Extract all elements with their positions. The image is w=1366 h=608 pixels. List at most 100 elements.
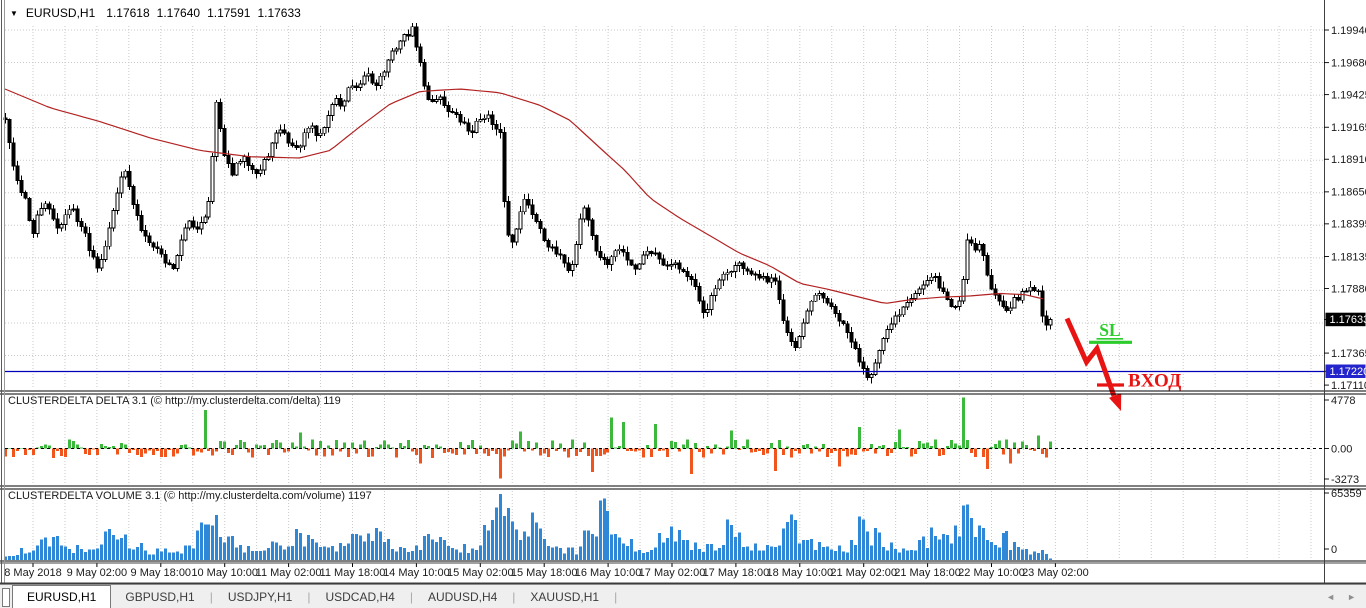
tab-usdjpy-h1[interactable]: USDJPY,H1 [227, 589, 293, 604]
delta-bar [399, 442, 402, 449]
delta-bar [942, 448, 945, 455]
delta-bar [275, 440, 278, 449]
volume-bar [1037, 552, 1040, 560]
candle-body [1012, 297, 1017, 309]
indicator-tick-label: -3273 [1331, 474, 1359, 486]
candle-body [254, 169, 259, 175]
volume-bar [60, 545, 63, 560]
chevron-down-icon[interactable]: ▼ [10, 8, 18, 18]
delta-bar [527, 440, 530, 449]
volume-bar [1025, 549, 1028, 560]
volume-bar [622, 543, 625, 560]
delta-bar [559, 443, 562, 449]
candle-body [147, 235, 152, 244]
candle-body [985, 255, 990, 276]
delta-bar [591, 448, 594, 472]
delta-bar [20, 447, 23, 449]
volume-bar [826, 546, 829, 560]
candle-body [717, 279, 722, 290]
volume-bar [311, 539, 314, 560]
volume-bar [315, 542, 318, 560]
volume-bar [68, 548, 71, 560]
candle-body [23, 191, 28, 199]
volume-bar [962, 505, 965, 560]
volume-bar [136, 547, 139, 560]
entry-annotation[interactable]: ВХОД [1097, 371, 1182, 392]
candle-body [981, 243, 986, 256]
volume-bar [507, 508, 510, 560]
candle-body [605, 259, 610, 266]
chart-plot-area[interactable] [5, 0, 1324, 560]
volume-bar [966, 504, 969, 560]
delta-bar [531, 448, 534, 451]
candle-body [637, 263, 642, 270]
delta-bar [910, 448, 913, 457]
tab-eurusd-h1[interactable]: EURUSD,H1 [12, 585, 112, 608]
candle-body [91, 249, 96, 258]
candle-body [917, 288, 922, 294]
tab-gbpusd-h1[interactable]: GBPUSD,H1 [125, 589, 195, 604]
candle-body [422, 62, 427, 87]
volume-bar [978, 525, 981, 560]
volume-bar [770, 546, 773, 560]
indicator-tick-label: 0.00 [1331, 443, 1352, 455]
tab-xauusd-h1[interactable]: XAUUSD,H1 [530, 589, 600, 604]
candle-body [625, 251, 630, 261]
delta-bar [299, 432, 302, 449]
candle-body [749, 270, 754, 275]
candle-body [1028, 286, 1033, 292]
delta-bar [339, 448, 342, 452]
delta-bar [1002, 448, 1005, 455]
delta-bar [830, 448, 833, 453]
candle-body [139, 215, 144, 232]
volume-panel-title: CLUSTERDELTA VOLUME 3.1 (© http://my.clu… [8, 490, 372, 502]
tab-audusd-h4[interactable]: AUDUSD,H4 [427, 589, 498, 604]
entry-label[interactable]: ВХОД [1128, 371, 1182, 392]
delta-bar [838, 448, 841, 467]
delta-bar [774, 448, 777, 471]
stop-loss-label[interactable]: SL [1099, 320, 1120, 340]
candle-body [119, 176, 124, 194]
candle-body [905, 302, 910, 308]
delta-bar [188, 447, 191, 449]
candle-body [63, 214, 68, 226]
candle-body [518, 211, 523, 230]
delta-bar [287, 448, 290, 452]
volume-bar [606, 511, 609, 560]
stop-loss-annotation[interactable]: SL [1089, 320, 1132, 344]
candle-body [669, 264, 674, 267]
delta-bar [263, 444, 266, 449]
tab-usdcad-h4[interactable]: USDCAD,H4 [325, 589, 395, 604]
moving-average-line [4, 88, 1044, 304]
volume-bar [986, 539, 989, 560]
candle-body [542, 228, 547, 242]
candle-body [466, 122, 471, 132]
delta-bar [112, 446, 115, 449]
candle-body [801, 322, 806, 337]
candle-body [701, 300, 706, 313]
candle-body [290, 142, 295, 147]
delta-bar [431, 448, 434, 458]
candle-body [502, 131, 507, 202]
candle-body [318, 132, 323, 137]
candle-body [155, 246, 160, 250]
delta-bar [463, 448, 466, 455]
entry-arrow-annotation[interactable] [1064, 317, 1122, 412]
time-tick-label: 18 May 10:00 [766, 567, 833, 579]
tab-scroll-left-icon[interactable]: ◄ [1326, 592, 1336, 602]
candle-body [342, 100, 347, 107]
volume-bar [786, 522, 789, 560]
tab-scroll-right-icon[interactable]: ► [1347, 592, 1356, 602]
candle-body [314, 125, 319, 137]
entry-arrow-shaft[interactable] [1064, 317, 1117, 397]
delta-bar [303, 446, 306, 449]
time-tick-label: 17 May 18:00 [703, 567, 770, 579]
delta-bar [4, 448, 7, 457]
volume-bar [148, 554, 151, 560]
delta-bar [136, 448, 139, 455]
delta-bar [1009, 448, 1012, 464]
candle-body [99, 259, 104, 269]
candle-body [705, 308, 710, 313]
delta-bar [990, 446, 993, 449]
delta-bar [822, 444, 825, 449]
